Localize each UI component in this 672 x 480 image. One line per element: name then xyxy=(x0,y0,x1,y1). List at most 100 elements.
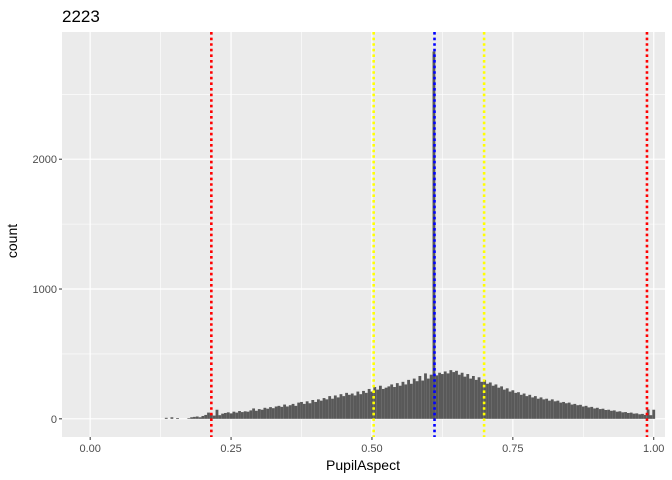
histogram-bar xyxy=(607,409,611,419)
histogram-bar xyxy=(269,407,272,419)
histogram-bar xyxy=(486,383,489,419)
histogram-bar xyxy=(170,417,174,419)
histogram-bar xyxy=(266,408,270,419)
histogram-bar xyxy=(291,403,295,419)
histogram-bar xyxy=(348,394,351,419)
histogram-bar xyxy=(415,381,419,419)
histogram-bar xyxy=(232,411,236,419)
histogram-bar xyxy=(207,412,210,419)
histogram-bar xyxy=(581,406,585,419)
histogram-bar xyxy=(643,414,647,419)
y-tick-label: 1000 xyxy=(33,284,57,296)
histogram-bar xyxy=(641,413,644,419)
histogram-bar xyxy=(390,384,394,419)
histogram-bar xyxy=(424,373,427,419)
histogram-bar xyxy=(615,411,619,419)
histogram-bar xyxy=(522,393,526,419)
histogram-bar xyxy=(502,389,506,419)
histogram-bar xyxy=(409,383,413,419)
histogram-bar xyxy=(263,407,267,419)
histogram-bar xyxy=(500,386,503,419)
histogram-bar xyxy=(548,400,551,419)
histogram-bar xyxy=(652,409,656,419)
histogram-bar xyxy=(508,391,512,419)
histogram-bar xyxy=(635,413,639,419)
minor-gridlines-x xyxy=(160,32,584,437)
y-tick-label: 2000 xyxy=(33,154,57,166)
x-tick-label: 0.50 xyxy=(361,443,382,455)
histogram-bar xyxy=(601,408,605,419)
histogram-bar xyxy=(336,397,340,419)
histogram-bar xyxy=(598,409,602,419)
histogram-bar xyxy=(187,418,191,419)
histogram-bar xyxy=(345,392,349,419)
histogram-bar xyxy=(325,399,329,419)
histogram-bar xyxy=(443,371,447,419)
histogram-bar xyxy=(564,403,568,419)
histogram-bar xyxy=(384,387,388,419)
histogram-bar xyxy=(286,406,289,419)
x-tick-label: 0.25 xyxy=(220,443,241,455)
histogram-bar xyxy=(364,392,368,419)
histogram-bar xyxy=(610,410,613,419)
histogram-bar xyxy=(531,397,534,419)
histogram-bar xyxy=(621,412,625,419)
chart-title: 2223 xyxy=(62,7,100,26)
histogram-bar xyxy=(567,402,571,419)
histogram-bar xyxy=(353,395,357,419)
histogram-bar xyxy=(632,413,636,419)
histogram-bar xyxy=(238,411,241,419)
histogram-bar xyxy=(576,405,580,419)
histogram-bar xyxy=(474,379,478,419)
x-tick-label: 0.00 xyxy=(79,443,100,455)
histogram-bar xyxy=(218,415,222,419)
histogram-bar xyxy=(288,405,292,419)
histogram-bar xyxy=(435,375,439,419)
histogram-bar xyxy=(626,412,630,419)
histogram-bar xyxy=(362,390,365,419)
histogram-bar xyxy=(314,401,318,419)
plot-panel xyxy=(62,32,665,437)
histogram-bar xyxy=(542,399,546,419)
histogram-bar xyxy=(407,379,410,419)
histogram-bar xyxy=(359,394,363,419)
histogram-bar xyxy=(370,391,374,419)
histogram-bar xyxy=(559,402,563,419)
histogram-bar xyxy=(367,388,371,419)
histogram-bar xyxy=(649,415,653,419)
histogram-bar xyxy=(457,374,461,419)
histogram-bar xyxy=(190,417,194,419)
histogram-bar xyxy=(195,416,199,419)
histogram-bar xyxy=(469,378,472,419)
histogram-bar xyxy=(300,401,303,419)
histogram-bar xyxy=(356,391,360,419)
histogram-bar xyxy=(246,411,250,419)
histogram-bar xyxy=(252,408,256,419)
histogram-bar xyxy=(562,401,565,419)
histogram-bar xyxy=(494,384,498,419)
histogram-bar xyxy=(463,376,467,419)
histogram-bar xyxy=(519,394,523,419)
histogram-bar xyxy=(395,383,399,419)
histogram-bar xyxy=(280,406,284,419)
histogram-bar xyxy=(322,398,326,419)
histogram-bar xyxy=(212,415,216,419)
histogram-bar xyxy=(618,411,622,419)
histogram-bar xyxy=(317,399,320,419)
histogram-bar xyxy=(274,406,278,419)
histogram-bar xyxy=(198,417,202,419)
histogram-bar xyxy=(378,385,382,419)
histogram-bar xyxy=(491,385,495,419)
histogram-bar xyxy=(438,372,441,419)
histogram-bar xyxy=(224,412,227,419)
histogram-bar xyxy=(553,401,557,419)
histogram-bar xyxy=(455,370,458,419)
histogram-bar xyxy=(283,404,287,419)
histogram-bar xyxy=(243,411,247,419)
histogram-bar xyxy=(342,396,346,419)
histogram-bar xyxy=(381,388,385,419)
histogram-bar xyxy=(604,410,608,419)
minor-gridlines-y xyxy=(62,94,665,355)
histogram-bar xyxy=(311,400,315,419)
histogram-bar xyxy=(215,409,219,419)
